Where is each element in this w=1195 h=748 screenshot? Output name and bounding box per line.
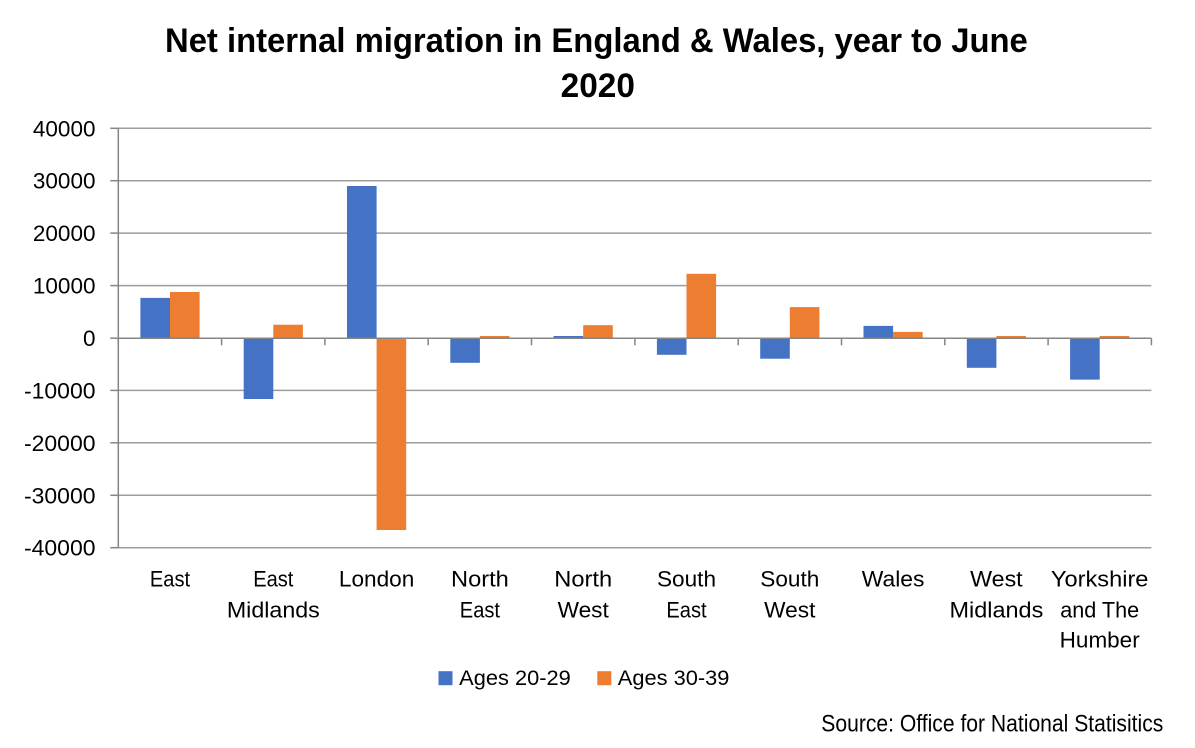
- svg-text:Ages 30-39: Ages 30-39: [618, 666, 730, 690]
- svg-text:and The: and The: [1060, 598, 1139, 623]
- svg-text:2020: 2020: [561, 67, 635, 105]
- svg-text:30000: 30000: [33, 169, 96, 194]
- svg-text:South: South: [657, 567, 716, 592]
- svg-text:West: West: [970, 567, 1023, 592]
- svg-text:West: West: [764, 598, 815, 623]
- svg-text:Midlands: Midlands: [227, 598, 320, 623]
- svg-text:-30000: -30000: [24, 483, 96, 508]
- svg-text:Midlands: Midlands: [950, 598, 1044, 623]
- svg-text:East: East: [253, 567, 293, 592]
- svg-text:East: East: [150, 567, 190, 592]
- svg-text:London: London: [339, 567, 414, 592]
- svg-text:-40000: -40000: [24, 536, 96, 561]
- svg-text:40000: 40000: [33, 116, 96, 141]
- svg-text:West: West: [558, 598, 609, 623]
- svg-text:Yorkshire: Yorkshire: [1051, 567, 1149, 592]
- svg-text:Source: Office for National St: Source: Office for National Statisitics: [821, 711, 1163, 738]
- svg-text:10000: 10000: [33, 274, 96, 299]
- svg-text:South: South: [760, 567, 819, 592]
- svg-text:North: North: [554, 567, 612, 592]
- svg-text:-20000: -20000: [24, 431, 96, 456]
- svg-text:0: 0: [83, 326, 96, 351]
- svg-text:Ages 20-29: Ages 20-29: [459, 666, 571, 690]
- svg-text:Net internal migration in Engl: Net internal migration in England & Wale…: [165, 22, 1028, 60]
- svg-text:Humber: Humber: [1060, 627, 1141, 652]
- svg-text:East: East: [666, 598, 706, 623]
- svg-text:-10000: -10000: [24, 378, 96, 403]
- svg-text:East: East: [460, 598, 500, 623]
- svg-text:20000: 20000: [33, 221, 96, 246]
- svg-text:North: North: [451, 567, 509, 592]
- svg-text:Wales: Wales: [862, 567, 925, 592]
